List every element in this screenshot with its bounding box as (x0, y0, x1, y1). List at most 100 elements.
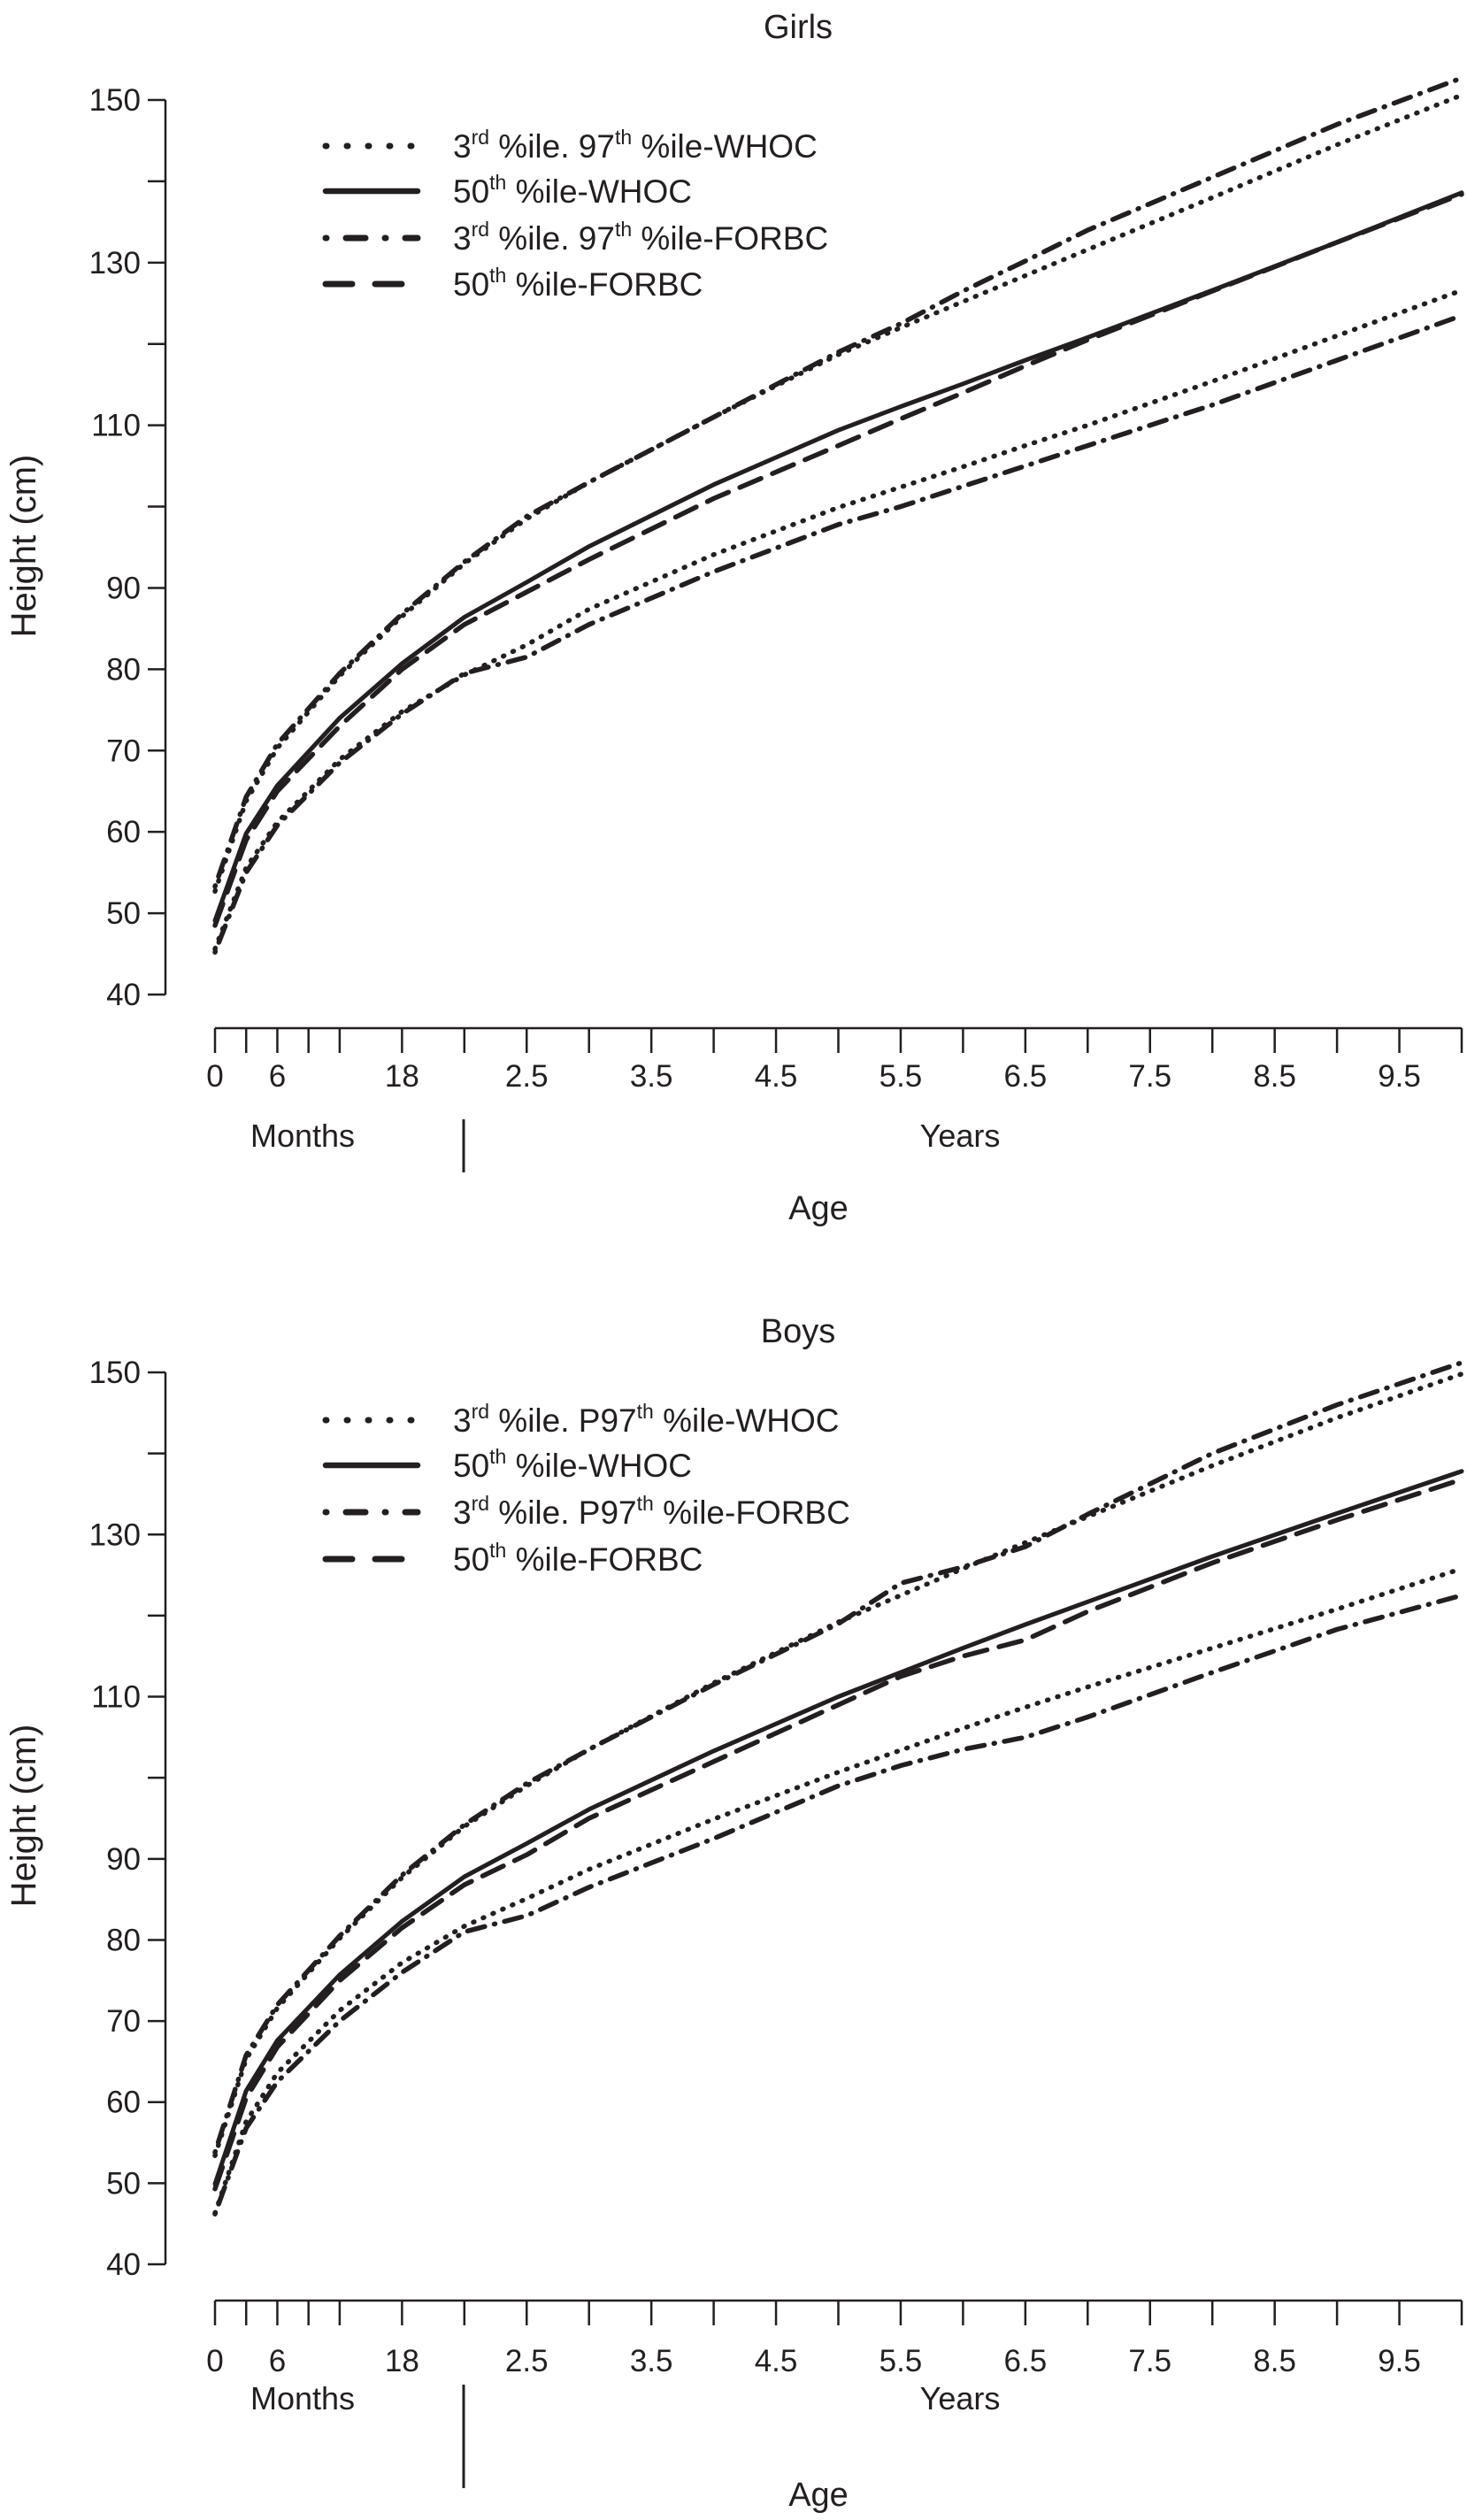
legend-label-text: 50 (453, 266, 489, 303)
y-tick-label: 130 (89, 1517, 141, 1552)
y-tick-label: 150 (89, 1356, 141, 1390)
chart-title: Girls (764, 9, 833, 46)
series-line-forbc-3rd (212, 1593, 1464, 2217)
y-axis-label: Height (cm) (4, 1725, 43, 1908)
x-tick-label: 0 (206, 2344, 223, 2378)
legend-label: 3rd %ile. P97th %ile-WHOC (453, 1400, 839, 1439)
legend-label: 50th %ile-FORBC (453, 1539, 703, 1578)
x-tick-label: 2.5 (505, 1059, 549, 1094)
y-tick-label: 90 (106, 1842, 141, 1877)
legend-label-text: %ile-WHOC (632, 128, 818, 165)
x-tick-label: 6 (269, 1059, 286, 1094)
legend-label-text: %ile-WHOC (654, 1402, 840, 1439)
legend-item: 3rd %ile. P97th %ile-FORBC (322, 1492, 850, 1531)
legend-item: 50th %ile-WHOC (322, 171, 692, 210)
x-tick-label: 6.5 (1004, 2344, 1048, 2378)
x-segment-label-months: Months (250, 2380, 355, 2416)
legend-label-superscript: th (489, 1539, 506, 1562)
legend-label-text: 50 (453, 173, 489, 210)
y-tick-label: 60 (106, 2086, 141, 2120)
x-segment-label-months: Months (250, 1118, 355, 1154)
x-tick-label: 6 (269, 2344, 286, 2378)
x-tick-label: 4.5 (755, 2344, 798, 2378)
legend-label-superscript: th (489, 264, 506, 287)
x-segment-label-years: Years (920, 1118, 1001, 1154)
y-tick-label: 70 (106, 734, 141, 768)
series-line-forbc-50th (212, 1477, 1464, 2192)
legend-label-text: 3 (453, 1494, 472, 1531)
series-line-forbc-50th (212, 191, 1464, 928)
legend-label: 3rd %ile. 97th %ile-FORBC (453, 218, 828, 257)
legend-label-text: %ile-FORBC (654, 1494, 850, 1531)
x-tick-label: 9.5 (1378, 2344, 1421, 2378)
legend-label-superscript: rd (472, 218, 489, 241)
legend-label: 3rd %ile. P97th %ile-FORBC (453, 1492, 850, 1531)
legend-label-superscript: th (489, 171, 506, 194)
y-tick-label: 60 (106, 815, 141, 849)
series-line-whoc-97th (212, 92, 1464, 895)
x-tick-label: 2.5 (505, 2344, 549, 2378)
legend-label-text: 3 (453, 128, 472, 165)
legend-label: 50th %ile-WHOC (453, 171, 692, 210)
series-line-whoc-97th (212, 1371, 1464, 2158)
legend-label-text: %ile. P97 (489, 1494, 637, 1531)
legend-label-superscript: th (615, 218, 632, 241)
x-tick-label: 7.5 (1128, 2344, 1171, 2378)
y-tick-label: 110 (91, 409, 141, 443)
legend-label-text: %ile-WHOC (506, 173, 692, 210)
x-tick-label: 8.5 (1253, 1059, 1296, 1094)
legend-label-superscript: rd (472, 1492, 489, 1515)
x-tick-label: 8.5 (1253, 2344, 1296, 2378)
legend-label-superscript: th (615, 126, 632, 149)
legend-label-text: %ile-FORBC (506, 266, 703, 303)
y-tick-label: 150 (89, 83, 141, 118)
x-tick-label: 5.5 (879, 1059, 923, 1094)
legend-label-superscript: rd (472, 126, 489, 149)
legend-item: 50th %ile-FORBC (322, 1539, 703, 1578)
legend-label-superscript: th (637, 1492, 654, 1515)
legend-item: 50th %ile-FORBC (322, 264, 703, 303)
legend-label-superscript: th (489, 1445, 506, 1468)
legend-label-superscript: rd (472, 1400, 489, 1423)
x-tick-label: 6.5 (1004, 1059, 1048, 1094)
y-tick-label: 110 (91, 1680, 141, 1715)
legend-label: 50th %ile-WHOC (453, 1445, 692, 1484)
y-tick-label: 50 (106, 896, 141, 931)
x-tick-label: 18 (385, 1059, 419, 1094)
legend-label-text: %ile. P97 (489, 1402, 637, 1439)
series-line-forbc-97th (212, 75, 1464, 889)
x-tick-label: 3.5 (630, 1059, 673, 1094)
series-line-forbc-97th (212, 1360, 1464, 2155)
y-tick-label: 40 (106, 978, 141, 1012)
y-tick-label: 40 (106, 2247, 141, 2282)
legend-item: 3rd %ile. 97th %ile-FORBC (322, 218, 828, 257)
legend-label-text: 50 (453, 1448, 489, 1484)
legend-item: 3rd %ile. 97th %ile-WHOC (322, 126, 818, 165)
series-line-whoc-3rd (212, 288, 1464, 952)
chart-title: Boys (761, 1313, 835, 1350)
x-tick-label: 0 (206, 1059, 223, 1094)
series-line-whoc-50th (212, 190, 1464, 923)
legend-label: 50th %ile-FORBC (453, 264, 703, 303)
y-tick-label: 50 (106, 2166, 141, 2201)
y-tick-label: 130 (89, 246, 141, 280)
x-tick-label: 7.5 (1128, 1059, 1171, 1094)
legend-label-superscript: th (637, 1400, 654, 1423)
x-axis-label: Age (788, 1190, 849, 1227)
boys-chart: Boys 40 50 60 70 80 90 110 130 150 Height (cm) 0 6 18… (4, 1313, 1464, 2514)
x-axis-label: Age (788, 2477, 849, 2514)
legend-label-text: 3 (453, 220, 472, 257)
y-axis-label: Height (cm) (4, 455, 43, 638)
x-tick-label: 5.5 (879, 2344, 923, 2378)
legend-label-text: 50 (453, 1541, 489, 1578)
y-tick-label: 70 (106, 2004, 141, 2039)
x-tick-label: 9.5 (1378, 1059, 1421, 1094)
x-tick-label: 3.5 (630, 2344, 673, 2378)
x-tick-label: 18 (385, 2344, 419, 2378)
series-line-forbc-3rd (212, 312, 1464, 955)
series-line-whoc-50th (212, 1469, 1464, 2186)
legend-item: 50th %ile-WHOC (322, 1445, 692, 1484)
